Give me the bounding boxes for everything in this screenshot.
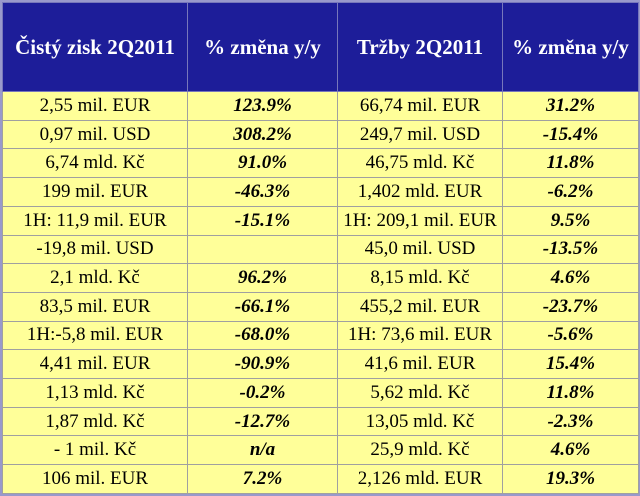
profit-change-cell: 308.2%	[187, 119, 338, 150]
profit-change-cell: n/a	[187, 435, 338, 466]
profit-change-cell: -66.1%	[187, 291, 338, 322]
profit-change-cell: 96.2%	[187, 263, 338, 293]
revenue-cell: 13,05 mld. Kč	[337, 406, 503, 437]
profit-change-cell: -0.2%	[187, 378, 338, 408]
table-row: 1H: 11,9 mil. EUR -15.1% 1H: 209,1 mil. EU…	[2, 205, 639, 236]
net-profit-cell: 1H:-5,8 mil. EUR	[2, 320, 188, 351]
net-profit-cell: 6,74 mld. Kč	[2, 148, 188, 179]
header-revenue-change: % změna y/y	[502, 2, 639, 92]
revenue-cell: 1,402 mld. EUR	[337, 177, 503, 207]
table-row: 1,13 mld. Kč -0.2% 5,62 mld. Kč 11.8%	[2, 378, 639, 408]
net-profit-cell: 0,97 mil. USD	[2, 119, 188, 150]
net-profit-cell: 2,55 mil. EUR	[2, 91, 188, 121]
revenue-cell: 46,75 mld. Kč	[337, 148, 503, 179]
revenue-cell: 8,15 mld. Kč	[337, 263, 503, 293]
revenue-change-cell: -5.6%	[502, 320, 639, 351]
net-profit-cell: 2,1 mld. Kč	[2, 263, 188, 293]
header-revenue: Tržby 2Q2011	[337, 2, 503, 92]
revenue-cell: 45,0 mil. USD	[337, 234, 503, 265]
net-profit-cell: 1,13 mld. Kč	[2, 378, 188, 408]
revenue-change-cell: 4.6%	[502, 435, 639, 466]
table-row: 2,1 mld. Kč 96.2% 8,15 mld. Kč 4.6%	[2, 263, 639, 293]
net-profit-cell: 106 mil. EUR	[2, 464, 188, 494]
table-row: 199 mil. EUR -46.3% 1,402 mld. EUR -6.2%	[2, 177, 639, 207]
table-row: 2,55 mil. EUR 123.9% 66,74 mil. EUR 31.2%	[2, 91, 639, 121]
header-net-profit: Čistý zisk 2Q2011	[2, 2, 188, 92]
table-row: 4,41 mil. EUR -90.9% 41,6 mil. EUR 15.4%	[2, 349, 639, 380]
revenue-change-cell: 11.8%	[502, 148, 639, 179]
net-profit-cell: 199 mil. EUR	[2, 177, 188, 207]
revenue-cell: 2,126 mld. EUR	[337, 464, 503, 494]
header-row: Čistý zisk 2Q2011 % změna y/y Tržby 2Q20…	[2, 2, 639, 92]
profit-change-cell: -90.9%	[187, 349, 338, 380]
revenue-change-cell: -6.2%	[502, 177, 639, 207]
table-row: -19,8 mil. USD 45,0 mil. USD -13.5%	[2, 234, 639, 265]
profit-change-cell: 7.2%	[187, 464, 338, 494]
table-row: - 1 mil. Kč n/a 25,9 mld. Kč 4.6%	[2, 435, 639, 466]
net-profit-cell: 1,87 mld. Kč	[2, 406, 188, 437]
table-row: 6,74 mld. Kč 91.0% 46,75 mld. Kč 11.8%	[2, 148, 639, 179]
revenue-change-cell: -2.3%	[502, 406, 639, 437]
table-row: 0,97 mil. USD 308.2% 249,7 mil. USD -15.4%	[2, 119, 639, 150]
revenue-change-cell: 19.3%	[502, 464, 639, 494]
revenue-change-cell: 11.8%	[502, 378, 639, 408]
net-profit-cell: 4,41 mil. EUR	[2, 349, 188, 380]
revenue-change-cell: 31.2%	[502, 91, 639, 121]
revenue-cell: 5,62 mld. Kč	[337, 378, 503, 408]
table-row: 1H:-5,8 mil. EUR -68.0% 1H: 73,6 mil. EUR -…	[2, 320, 639, 351]
table-row: 106 mil. EUR 7.2% 2,126 mld. EUR 19.3%	[2, 464, 639, 494]
profit-change-cell: -46.3%	[187, 177, 338, 207]
net-profit-cell: -19,8 mil. USD	[2, 234, 188, 265]
revenue-change-cell: 15.4%	[502, 349, 639, 380]
net-profit-cell: - 1 mil. Kč	[2, 435, 188, 466]
net-profit-cell: 1H: 11,9 mil. EUR	[2, 205, 188, 236]
profit-change-cell: 91.0%	[187, 148, 338, 179]
revenue-change-cell: 4.6%	[502, 263, 639, 293]
revenue-cell: 249,7 mil. USD	[337, 119, 503, 150]
profit-change-cell	[187, 234, 338, 265]
table-row: 1,87 mld. Kč -12.7% 13,05 mld. Kč -2.3%	[2, 406, 639, 437]
profit-change-cell: -68.0%	[187, 320, 338, 351]
header-profit-change: % změna y/y	[187, 2, 338, 92]
revenue-cell: 1H: 209,1 mil. EUR	[337, 205, 503, 236]
revenue-cell: 455,2 mil. EUR	[337, 291, 503, 322]
profit-change-cell: -12.7%	[187, 406, 338, 437]
revenue-cell: 1H: 73,6 mil. EUR	[337, 320, 503, 351]
revenue-change-cell: -15.4%	[502, 119, 639, 150]
revenue-cell: 25,9 mld. Kč	[337, 435, 503, 466]
profit-change-cell: 123.9%	[187, 91, 338, 121]
revenue-change-cell: 9.5%	[502, 205, 639, 236]
revenue-change-cell: -23.7%	[502, 291, 639, 322]
profit-change-cell: -15.1%	[187, 205, 338, 236]
table-row: 83,5 mil. EUR -66.1% 455,2 mil. EUR -23.7%	[2, 291, 639, 322]
net-profit-cell: 83,5 mil. EUR	[2, 291, 188, 322]
revenue-change-cell: -13.5%	[502, 234, 639, 265]
revenue-cell: 41,6 mil. EUR	[337, 349, 503, 380]
revenue-cell: 66,74 mil. EUR	[337, 91, 503, 121]
